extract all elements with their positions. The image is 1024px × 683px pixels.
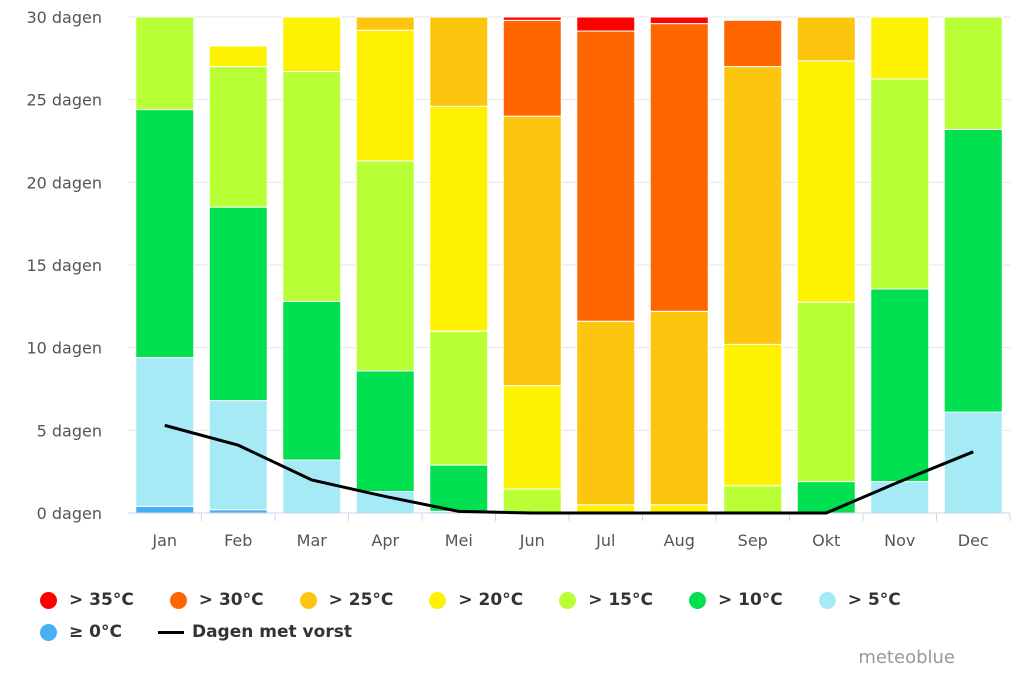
legend-dot-icon: [559, 591, 577, 609]
bar-segment: [796, 301, 856, 483]
y-tick-label: 20 dagen: [26, 173, 102, 192]
x-tick-label: Jul: [595, 531, 615, 550]
bar-segment: [208, 206, 268, 402]
x-tick-label: Mar: [297, 531, 328, 550]
bar-segment: [576, 16, 636, 32]
y-tick-label: 25 dagen: [26, 91, 102, 110]
x-tick-label: Apr: [371, 531, 399, 550]
bar-segment: [135, 505, 195, 514]
bar-segment: [355, 16, 415, 31]
bar-segment: [870, 481, 930, 514]
bar-segment: [723, 343, 783, 487]
legend-dot-icon: [818, 591, 836, 609]
bar-segment: [870, 16, 930, 80]
legend-item[interactable]: Dagen met vorst: [157, 620, 352, 644]
legend-label: > 30°C: [198, 590, 264, 610]
x-tick-label: Jan: [151, 531, 177, 550]
bar-segment: [943, 128, 1003, 413]
legend-item[interactable]: > 20°C: [429, 588, 523, 612]
legend-dot-icon: [429, 591, 447, 609]
legend-label: > 15°C: [588, 590, 653, 610]
bar-segment: [282, 300, 342, 461]
bar-segment: [723, 66, 783, 345]
bar-segment: [870, 288, 930, 483]
legend-item[interactable]: > 10°C: [688, 588, 783, 612]
bar-segment: [649, 23, 709, 312]
y-tick-label: 10 dagen: [26, 339, 102, 358]
frost-days-line: [164, 423, 974, 515]
legend: > 35°C > 30°C > 25°C > 20°C > 15°C > 10°C > 5°…: [40, 588, 1000, 644]
bar-segment: [943, 411, 1003, 514]
bar-segment: [502, 19, 562, 117]
bar-segment: [723, 485, 783, 514]
legend-dot-icon: [169, 591, 187, 609]
x-tick-label: Mei: [445, 531, 473, 550]
credit-label: meteoblue: [858, 647, 955, 668]
legend-label: ≥ 0°C: [69, 622, 122, 642]
y-tick-label: 15 dagen: [26, 256, 102, 275]
bar-segment: [355, 491, 415, 514]
bar-segment: [355, 160, 415, 372]
bar-segment: [355, 29, 415, 162]
bar-segment: [796, 60, 856, 303]
bar-segment: [502, 115, 562, 387]
legend-label: > 20°C: [458, 590, 524, 610]
x-tick-label: Feb: [224, 531, 252, 550]
bar-segment: [429, 464, 489, 512]
bar-segment: [429, 330, 489, 466]
x-tick-label: Sep: [738, 531, 768, 550]
x-tick-label: Dec: [958, 531, 989, 550]
bar-segment: [355, 370, 415, 493]
x-tick-label: Aug: [664, 531, 695, 550]
y-tick-label: 5 dagen: [37, 421, 102, 440]
legend-label: > 10°C: [717, 590, 783, 610]
bar-segment: [576, 30, 636, 322]
bar-segment: [282, 16, 342, 73]
bar-segment: [429, 16, 489, 107]
legend-label: > 25°C: [328, 590, 394, 610]
legend-label: Dagen met vorst: [191, 622, 352, 642]
legend-dot-icon: [40, 591, 57, 609]
bar-segment: [796, 481, 856, 514]
bar-segment: [796, 16, 856, 62]
legend-item[interactable]: > 5°C: [818, 588, 901, 612]
bar-segment: [502, 488, 562, 514]
bar-segment: [723, 19, 783, 68]
bar-segment: [135, 109, 195, 359]
bar-segment: [135, 16, 195, 111]
bar-segment: [282, 459, 342, 514]
bar-segment: [943, 16, 1003, 130]
bar-segment: [208, 66, 268, 208]
bar-segment: [870, 78, 930, 290]
bar-segment: [649, 310, 709, 506]
x-tick-label: Okt: [812, 531, 840, 550]
legend-dot-icon: [688, 591, 706, 609]
bar-segment: [502, 385, 562, 490]
legend-label: > 5°C: [847, 590, 901, 610]
legend-label: > 35°C: [69, 590, 134, 610]
legend-item[interactable]: > 25°C: [299, 588, 394, 612]
bar-segment: [576, 320, 636, 506]
bar-segment: [649, 16, 709, 25]
bar-segment: [429, 105, 489, 332]
y-tick-label: 30 dagen: [26, 8, 102, 27]
bar-segment: [282, 71, 342, 302]
bar-segment: [502, 16, 562, 21]
bar-segment: [208, 45, 268, 68]
legend-dot-icon: [40, 623, 57, 641]
x-tick-label: Nov: [884, 531, 915, 550]
stacked-bar-chart: 0 dagen 5 dagen 10 dagen 15 dagen 20 dagen 25…: [26, 8, 1011, 550]
legend-line-icon: [157, 630, 184, 634]
legend-item[interactable]: > 30°C: [169, 588, 264, 612]
legend-item[interactable]: ≥ 0°C: [40, 620, 122, 644]
legend-dot-icon: [299, 591, 317, 609]
legend-item[interactable]: > 35°C: [40, 588, 134, 612]
legend-item[interactable]: > 15°C: [559, 588, 653, 612]
x-tick-label: Jun: [519, 531, 545, 550]
y-tick-label: 0 dagen: [37, 504, 102, 523]
